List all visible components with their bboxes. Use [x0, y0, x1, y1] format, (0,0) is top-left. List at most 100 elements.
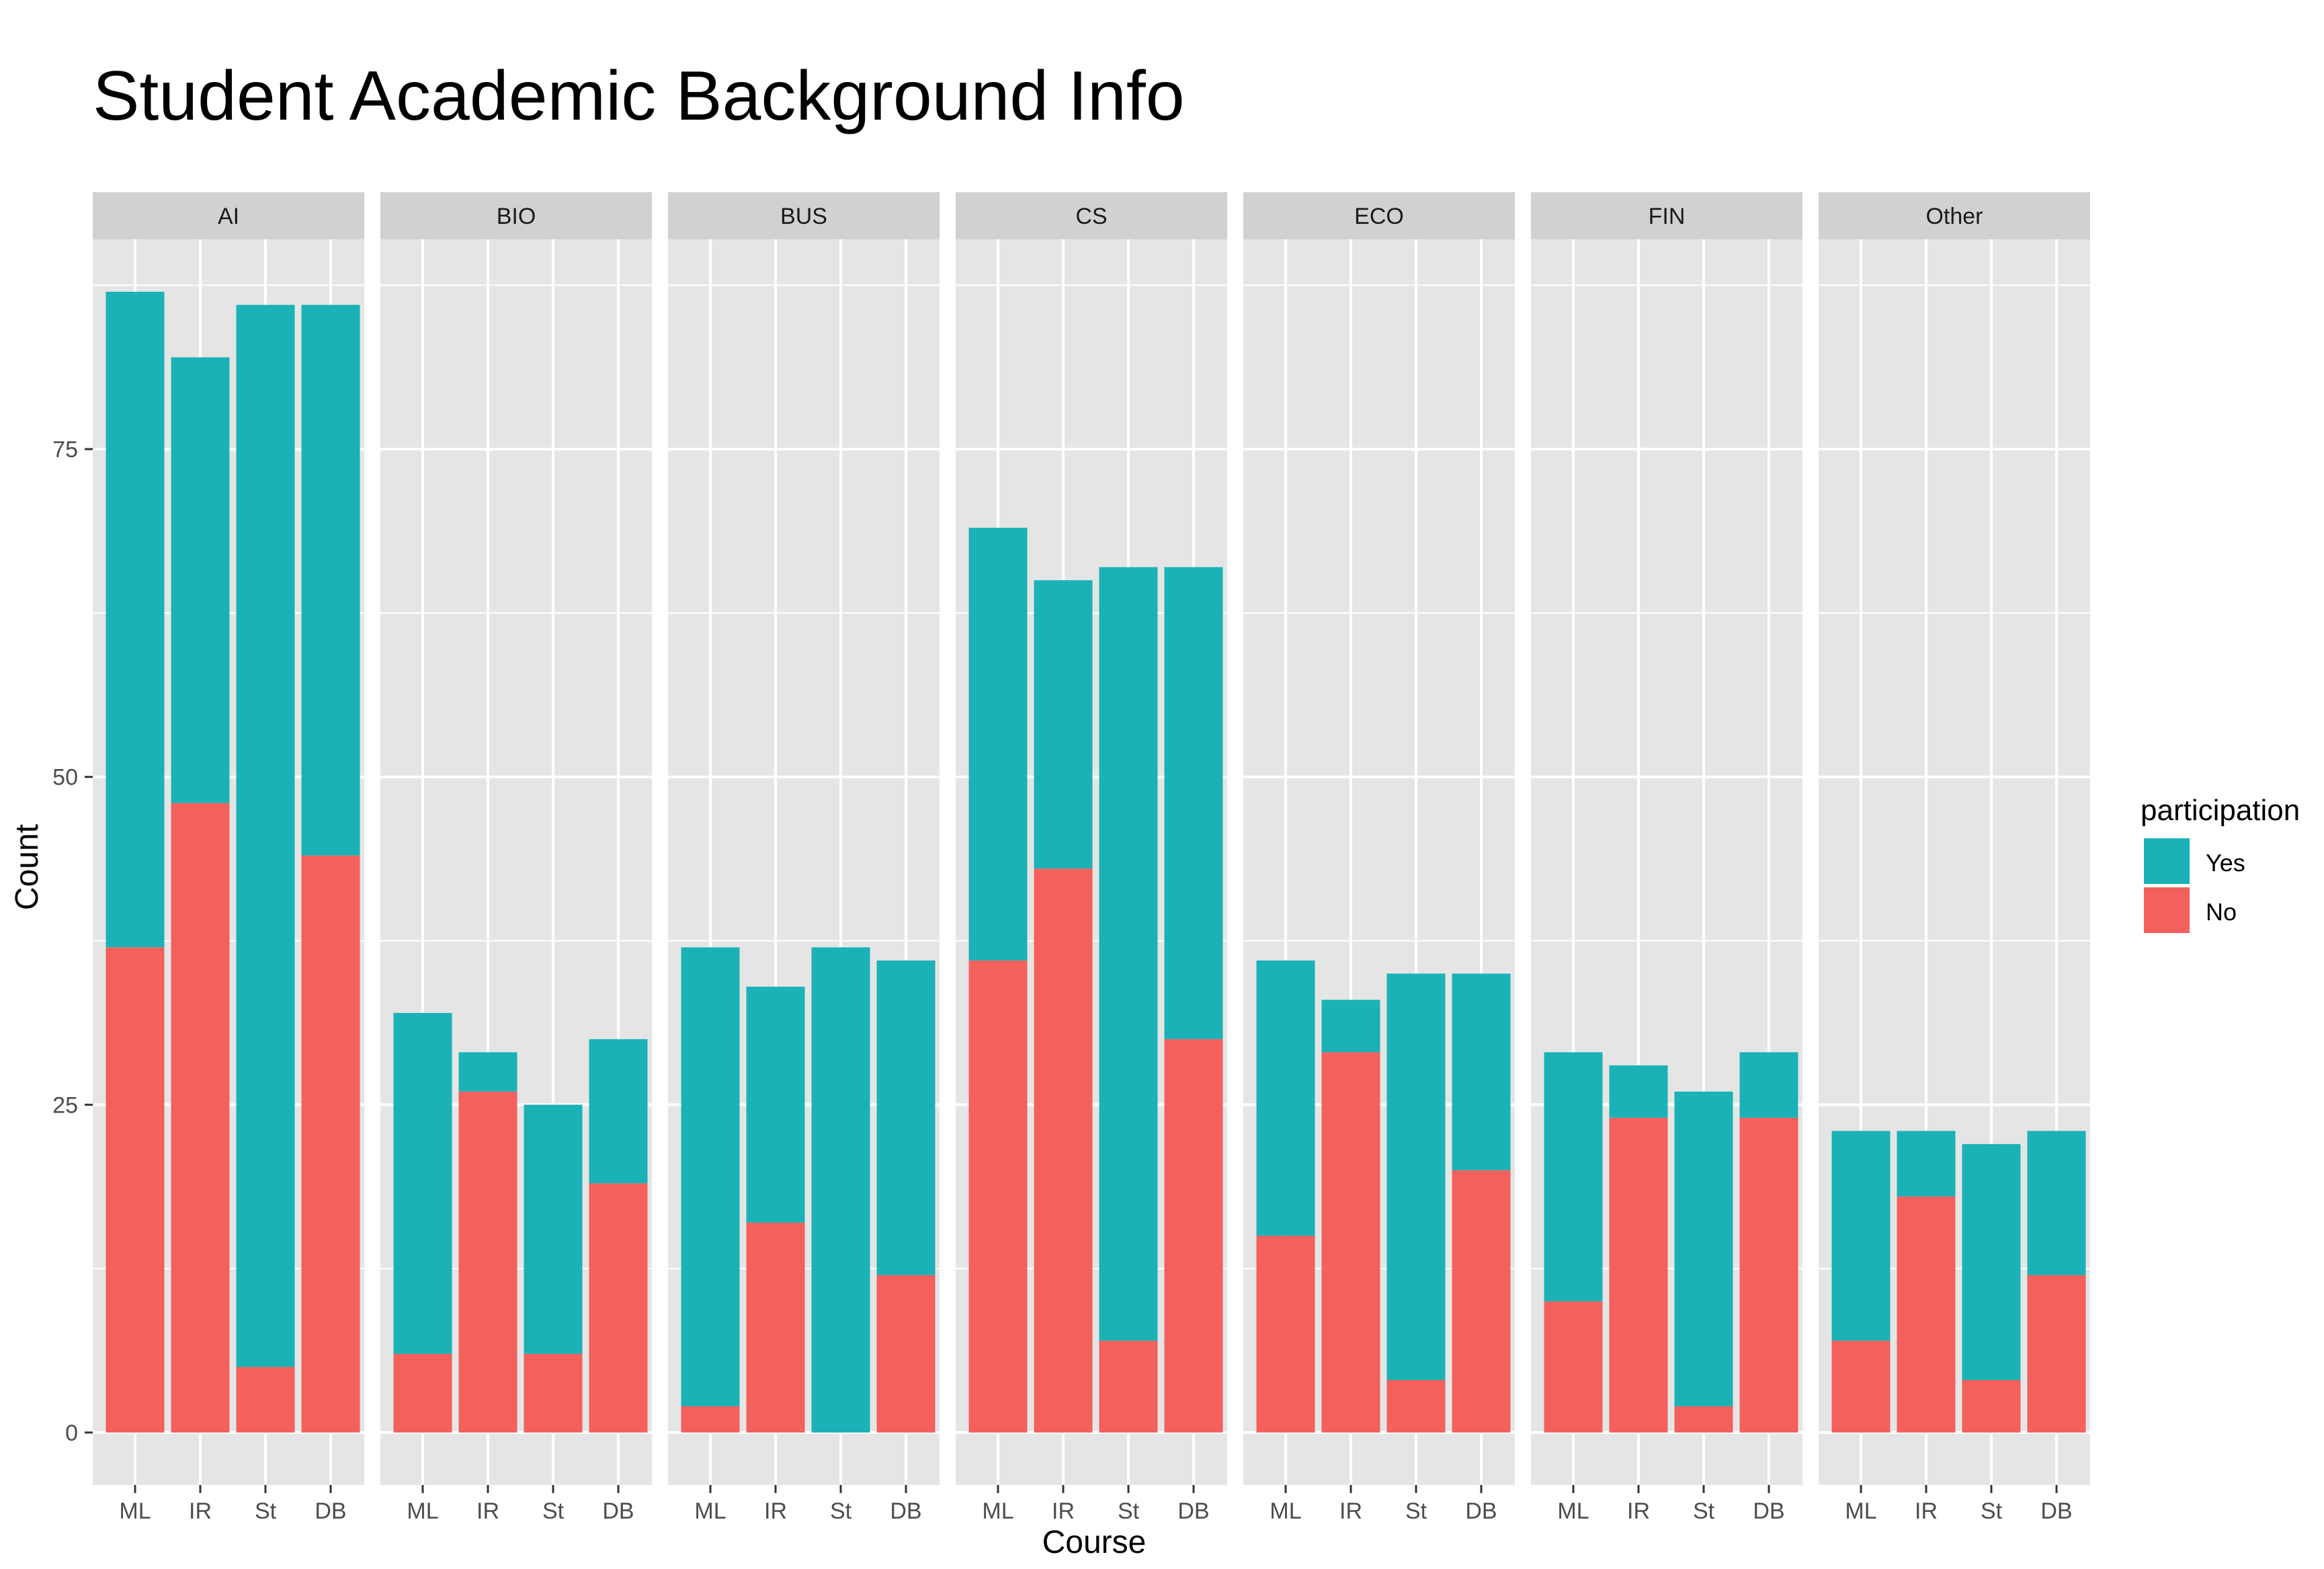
facet-strip [668, 192, 940, 239]
bar-segment-yes [1831, 1131, 1891, 1341]
bar-segment-yes [1034, 580, 1093, 869]
x-tick-label: St [1981, 1498, 2003, 1524]
x-tick-label: DB [315, 1498, 346, 1524]
y-axis-label: Count [9, 824, 45, 910]
bar-segment-yes [1321, 1000, 1380, 1053]
bar-segment-yes [1674, 1091, 1733, 1406]
x-tick-label: St [255, 1498, 277, 1524]
facet-strip [1819, 192, 2090, 239]
legend-label-yes: Yes [2206, 849, 2245, 877]
x-tick-label: St [1118, 1498, 1140, 1524]
facet-strip-label: AI [218, 204, 239, 229]
y-tick-label: 50 [52, 765, 78, 791]
x-tick-label: IR [189, 1498, 212, 1524]
bar-segment-no [2027, 1275, 2086, 1433]
chart-title: Student Academic Background Info [93, 57, 1185, 135]
bar-segment-no [1386, 1379, 1446, 1433]
bar-segment-yes [458, 1052, 517, 1092]
bar-segment-yes [1897, 1131, 1956, 1197]
bar-segment-no [968, 960, 1028, 1433]
x-tick-label: ML [407, 1498, 438, 1524]
bar-segment-no [236, 1367, 295, 1433]
y-tick-label: 0 [65, 1420, 78, 1446]
x-tick-label: DB [1177, 1498, 1209, 1524]
x-tick-label: ML [694, 1498, 726, 1524]
bar-segment-no [1831, 1340, 1891, 1433]
facet-panel: CS ML IR St DB [956, 192, 1227, 1524]
x-tick-label: St [830, 1498, 852, 1524]
bar-segment-no [1897, 1196, 1956, 1433]
bar-segment-no [1164, 1039, 1223, 1433]
bar-segment-yes [1386, 973, 1446, 1380]
facet-strip-label: BUS [780, 204, 827, 229]
facet-strip-label: CS [1075, 204, 1107, 229]
bar-segment-no [106, 947, 165, 1433]
x-tick-label: ML [982, 1498, 1013, 1524]
y-axis: 0 25 50 75 [52, 437, 93, 1446]
bar-segment-yes [681, 947, 740, 1406]
bar-segment-yes [1962, 1143, 2021, 1380]
facet-panel: ECO ML IR St DB [1243, 192, 1515, 1524]
legend-key-no [2144, 887, 2190, 933]
bar-segment-no [458, 1091, 517, 1433]
x-tick-label: IR [1915, 1498, 1938, 1524]
x-tick-label: St [542, 1498, 565, 1524]
bar-segment-no [301, 855, 360, 1433]
facet-strip-label: BIO [497, 204, 536, 229]
bar-segment-yes [301, 305, 360, 856]
bar-segment-no [1321, 1052, 1380, 1433]
facet-panel: FIN ML IR St DB [1531, 192, 1802, 1524]
facet-panel: AI ML IR St DB [93, 192, 364, 1524]
bar-segment-yes [2027, 1131, 2086, 1275]
bar-segment-no [393, 1353, 452, 1433]
facet-panels: AI ML IR St DB BIO ML IR St DB BUS ML IR St DB CS ML IR St… [93, 192, 2090, 1524]
bar-segment-yes [171, 357, 230, 803]
bar-segment-no [1674, 1406, 1733, 1433]
bar-segment-no [1256, 1236, 1315, 1433]
x-tick-label: DB [1753, 1498, 1784, 1524]
x-tick-label: St [1405, 1498, 1427, 1524]
bar-segment-yes [876, 960, 936, 1275]
facet-strip [380, 192, 652, 239]
bar-segment-yes [1256, 960, 1315, 1236]
bar-segment-no [589, 1183, 648, 1433]
x-tick-label: DB [2040, 1498, 2072, 1524]
facet-panel: BIO ML IR St DB [380, 192, 652, 1524]
bar-segment-yes [393, 1012, 452, 1354]
bar-segment-no [746, 1222, 805, 1433]
x-tick-label: ML [119, 1498, 151, 1524]
y-tick-label: 25 [52, 1092, 78, 1118]
x-axis-label: Course [1042, 1525, 1147, 1560]
bar-segment-yes [106, 292, 165, 948]
bar-segment-yes [968, 528, 1028, 961]
bar-segment-no [1609, 1117, 1668, 1433]
facet-strip-label: Other [1925, 204, 1983, 229]
facet-strip-label: ECO [1354, 204, 1404, 229]
x-tick-label: ML [1270, 1498, 1301, 1524]
bar-segment-no [524, 1353, 583, 1433]
bar-segment-no [1544, 1301, 1603, 1433]
x-tick-label: IR [1052, 1498, 1075, 1524]
legend-title: participation [2141, 794, 2300, 827]
x-tick-label: St [1693, 1498, 1715, 1524]
x-tick-label: ML [1557, 1498, 1589, 1524]
bar-segment-yes [1609, 1065, 1668, 1118]
legend-key-yes [2144, 838, 2190, 884]
x-tick-label: DB [602, 1498, 634, 1524]
bar-segment-yes [746, 986, 805, 1223]
bar-segment-yes [811, 947, 870, 1433]
facet-strip [1531, 192, 1802, 239]
bar-segment-no [171, 803, 230, 1433]
bar-segment-yes [1544, 1052, 1603, 1301]
facet-strip [1243, 192, 1515, 239]
facet-panel: BUS ML IR St DB [668, 192, 940, 1524]
bar-segment-no [876, 1275, 936, 1433]
bar-segment-yes [589, 1039, 648, 1184]
bar-segment-yes [236, 305, 295, 1367]
bar-segment-no [681, 1406, 740, 1433]
bar-segment-yes [1739, 1052, 1798, 1118]
x-tick-label: DB [1465, 1498, 1497, 1524]
bar-segment-no [1739, 1117, 1798, 1433]
bar-segment-no [1099, 1340, 1158, 1433]
